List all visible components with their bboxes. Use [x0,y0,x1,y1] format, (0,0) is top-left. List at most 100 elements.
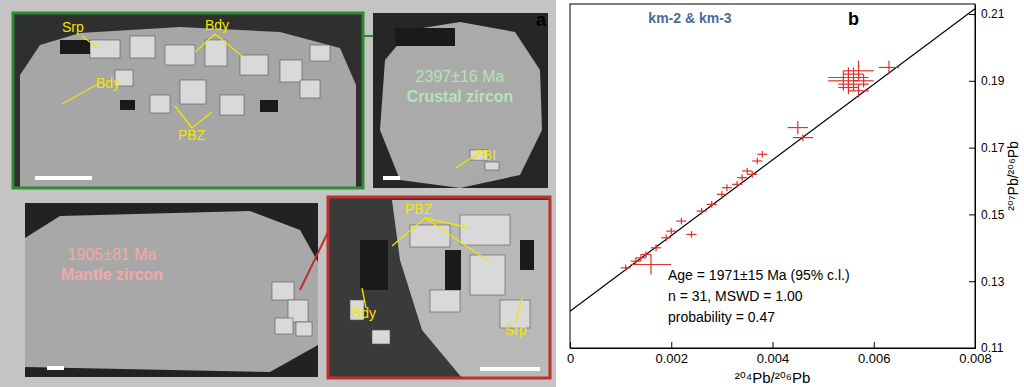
x-tick: 0.002 [655,342,688,366]
data-point [737,174,747,181]
data-point [636,254,646,261]
x-axis-title: ²⁰⁴Pb/²⁰⁶Pb [735,369,811,386]
bright-phase [310,45,330,61]
y-tick: 0.17 [969,141,1005,155]
leader-line [195,34,215,52]
y-tick-mark [969,148,975,149]
bright-phase [485,162,499,170]
data-point [717,191,727,198]
x-axis: 00.0020.0040.0060.008 [567,342,992,366]
data-point [621,265,631,272]
leader-line [425,218,490,262]
y-tick-mark [969,81,975,82]
sem-image [328,197,550,378]
y-tick-mark [969,14,975,15]
y-error-bar [640,254,641,261]
y-tick: 0.19 [969,74,1005,88]
bright-phase [165,45,195,65]
y-error-bar [742,174,743,181]
age-label: 1905±81 Ma [68,246,157,263]
image-background [373,13,548,188]
bright-phase [430,290,460,312]
phase-label: Bdy [205,17,229,33]
phase-label: PBZ [178,127,206,143]
annotation: n = 31, MSWD = 1.00 [668,288,803,304]
y-tick-label: 0.17 [981,141,1005,155]
scale-bar [480,367,540,371]
y-error-bar [757,158,758,165]
sem-image [373,13,548,188]
y-axis: 0.11 0.13 0.15 0.17 0.19 0.21 [969,5,1005,356]
data-point [854,74,874,87]
bright-phase [296,322,312,336]
data-point [788,121,808,134]
y-tick-label: 0.11 [981,341,1004,355]
data-point [641,251,651,258]
bright-phase [272,282,294,300]
y-error-bar [666,234,667,241]
y-error-bar [671,228,672,235]
y-error-bar [721,191,722,198]
zircon-grain [25,211,318,372]
connector [300,232,328,290]
bright-phase [410,225,450,247]
y-error-bar [858,61,859,81]
bright-phase [130,36,155,58]
image-content [380,22,542,188]
phase-label: Bdy [96,75,120,91]
series [621,61,899,275]
data-point [848,84,868,97]
image-frame [328,197,550,378]
scale-bar [47,366,64,370]
y-error-bar [701,208,702,215]
leader-line [175,106,192,128]
bright-phase [205,40,227,66]
y-error-bar [681,218,682,225]
data-point [742,168,752,175]
data-point [661,234,671,241]
dark-phase [360,240,388,290]
y-error-bar [762,151,763,158]
data-point [631,258,641,265]
x-tick-mark [570,342,571,348]
panel-a-background [0,0,556,387]
image-content [20,27,356,188]
leader-line [392,218,425,246]
data-point [879,61,899,74]
y-tick-label: 0.19 [981,74,1005,88]
leader-line [62,84,98,104]
leader-line [516,298,522,322]
bright-phase [180,80,206,104]
zircon-grain [392,200,550,378]
data-point [676,218,686,225]
y-axis-title: ²⁰⁷Pb/²⁰⁶Pb [1005,141,1021,211]
panel-b: 00.0020.0040.0060.0080.110.130.150.170.1… [567,4,1021,386]
dark-phase [445,250,461,290]
y-error-bar [863,74,864,87]
image-content [350,200,550,378]
data-point [666,228,676,235]
data-point [752,158,762,165]
image-frame [13,13,363,188]
y-tick-label: 0.15 [981,208,1005,222]
zircon-type-label: Crustal zircon [407,88,514,105]
sem-image [13,13,363,188]
age-label: 2397±16 Ma [416,68,505,85]
phase-label: ZBI [474,147,496,163]
y-tick: 0.11 [969,341,1004,355]
sem-image [25,203,318,377]
y-tick: 0.13 [969,275,1005,289]
figure: Srp Bdy Bdy PBZ ZBI 2397±16 Ma Crustal zircon 1… [0,0,1024,387]
x-tick: 0.006 [858,342,891,366]
bright-phase [300,80,320,98]
y-error-bar [635,258,636,265]
y-tick-label: 0.21 [981,7,1005,21]
scale-bar [383,176,400,180]
bright-phase [150,95,170,113]
x-tick: 0 [567,342,574,366]
image-background [328,197,550,378]
phase-label: Srp [62,19,84,35]
data-point [686,231,696,238]
scale-bar [35,176,92,180]
y-error-bar [802,134,803,141]
